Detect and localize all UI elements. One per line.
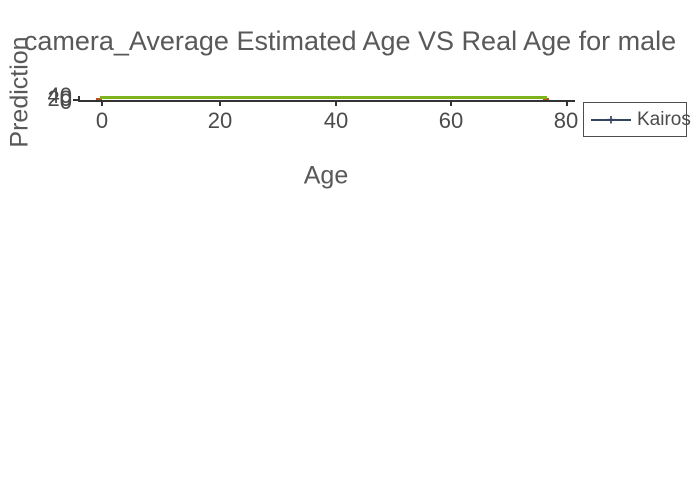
y-tick-mark <box>73 99 78 101</box>
x-tick-mark <box>566 102 568 106</box>
red-line-left-edge <box>96 98 102 100</box>
legend: + Kairos <box>583 102 691 137</box>
x-axis-spine <box>78 100 575 102</box>
y-axis-spine <box>78 96 80 102</box>
x-tick-label-80: 80 <box>553 108 579 133</box>
x-tick-mark <box>450 102 452 106</box>
plus-marker-icon: + <box>606 111 616 128</box>
x-tick-mark <box>335 102 337 106</box>
y-axis-label: Prediction <box>5 36 34 148</box>
x-tick-label-20: 20 <box>207 108 233 133</box>
y-tick-label-20: 20 <box>47 86 72 111</box>
x-tick-mark <box>101 102 103 106</box>
x-tick-label-0: 0 <box>95 108 109 133</box>
legend-marker: + <box>591 111 631 128</box>
chart-title: camera_Average Estimated Age VS Real Age… <box>23 26 677 56</box>
x-tick-label-60: 60 <box>438 108 464 133</box>
x-axis-label: Age <box>303 161 349 190</box>
legend-line-sample <box>591 118 631 121</box>
legend-label-kairos: Kairos <box>637 108 691 130</box>
x-tick-mark <box>219 102 221 106</box>
red-line-right-edge <box>543 98 549 100</box>
y-tick-label-0: 0 <box>59 89 72 114</box>
green-data-line <box>100 96 547 99</box>
y-tick-label-40: 40 <box>47 83 72 108</box>
x-tick-label-40: 40 <box>323 108 349 133</box>
